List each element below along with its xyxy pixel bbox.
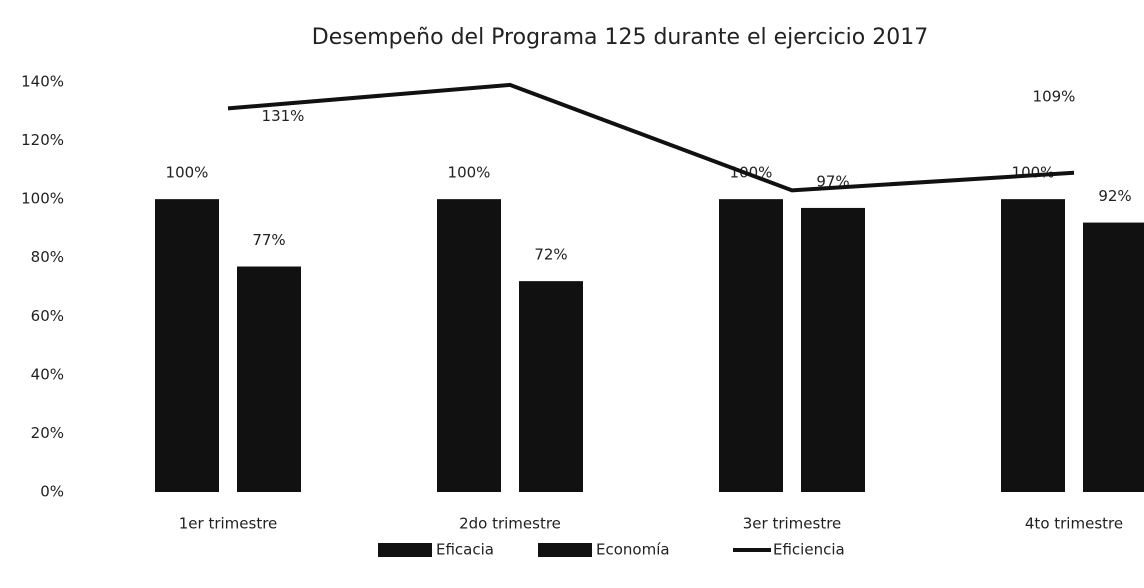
bar — [1083, 222, 1144, 493]
legend-label: Economía — [596, 541, 670, 559]
y-tick-label: 20% — [31, 424, 64, 442]
y-tick-label: 40% — [31, 365, 64, 383]
bar — [801, 207, 865, 492]
bar — [237, 266, 301, 492]
y-tick-label: 80% — [31, 248, 64, 266]
bar — [437, 199, 501, 492]
data-label: 92% — [1098, 187, 1131, 205]
data-label: 100% — [166, 164, 209, 182]
legend-swatch — [538, 543, 592, 557]
bar — [155, 199, 219, 492]
y-tick-label: 60% — [31, 307, 64, 325]
x-tick-label: 2do trimestre — [459, 515, 561, 533]
legend-label: Eficacia — [436, 541, 494, 559]
x-tick-label: 1er trimestre — [179, 515, 278, 533]
bar — [1001, 199, 1065, 492]
legend-label: Eficiencia — [773, 541, 845, 559]
data-label: 77% — [252, 231, 285, 249]
data-label: 72% — [534, 246, 567, 264]
line — [227, 82, 1075, 193]
y-tick-label: 140% — [21, 73, 64, 91]
x-tick-label: 4to trimestre — [1025, 515, 1123, 533]
legend-swatch — [378, 543, 432, 557]
y-tick-label: 120% — [21, 131, 64, 149]
data-label: 109% — [1033, 87, 1076, 105]
y-tick-label: 0% — [40, 483, 64, 501]
chart-title: Desempeño del Programa 125 durante el ej… — [312, 25, 928, 50]
y-tick-label: 100% — [21, 190, 64, 208]
bar — [519, 281, 583, 492]
x-tick-label: 3er trimestre — [743, 515, 842, 533]
data-label: 100% — [448, 164, 491, 182]
data-label: 131% — [262, 107, 305, 125]
bar — [719, 199, 783, 492]
